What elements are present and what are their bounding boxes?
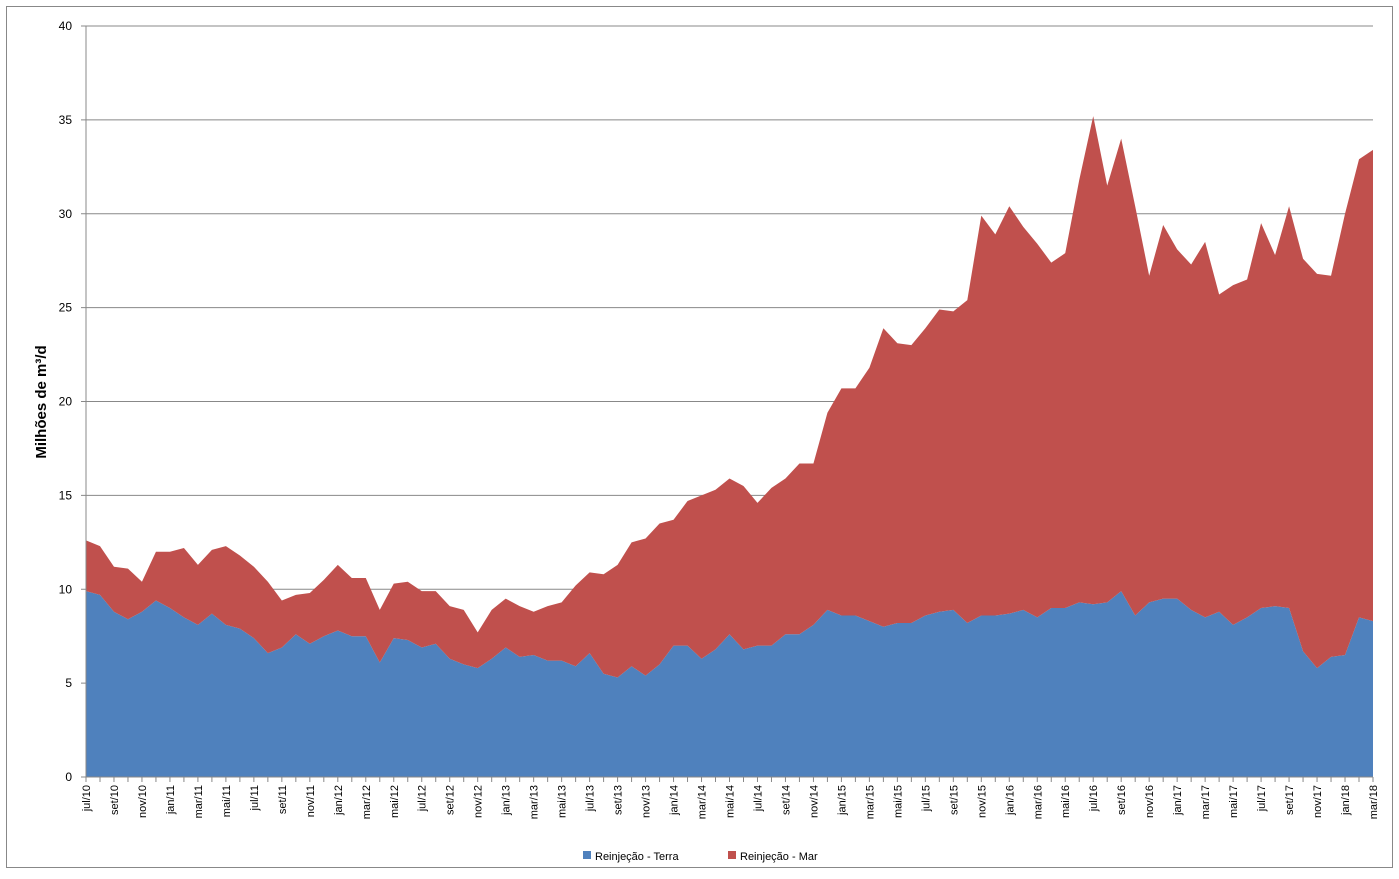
x-tick-label: set/10 <box>109 785 121 815</box>
y-tick-label: 15 <box>59 488 73 502</box>
x-tick-label: mar/15 <box>864 785 876 819</box>
x-tick-label: set/15 <box>948 785 960 815</box>
x-tick-label: jul/15 <box>920 785 932 812</box>
legend-label: Reinjeção - Terra <box>595 851 679 863</box>
x-tick-label: nov/15 <box>976 785 988 818</box>
legend-label: Reinjeção - Mar <box>740 851 818 863</box>
area <box>86 591 1373 777</box>
x-tick-label: set/13 <box>613 785 625 815</box>
x-tick-label: jul/11 <box>249 785 261 811</box>
area <box>86 116 1373 678</box>
x-tick-label: jan/13 <box>501 785 513 816</box>
x-tick-label: set/11 <box>277 785 289 814</box>
y-tick-label: 40 <box>59 19 73 33</box>
x-tick-label: jan/14 <box>669 785 681 816</box>
x-tick-label: nov/12 <box>473 785 485 818</box>
x-tick-label: set/16 <box>1116 785 1128 815</box>
y-tick-label: 30 <box>59 207 73 221</box>
legend-swatch <box>728 851 736 859</box>
x-tick-label: mai/17 <box>1228 785 1240 818</box>
x-tick-label: mar/11 <box>193 785 205 818</box>
x-tick-label: mai/12 <box>389 785 401 818</box>
x-tick-label: jan/12 <box>333 785 345 816</box>
x-tick-label: jan/18 <box>1340 785 1352 816</box>
x-tick-label: jan/15 <box>836 785 848 816</box>
x-tick-label: nov/16 <box>1144 785 1156 818</box>
x-tick-label: nov/10 <box>137 785 149 818</box>
x-tick-label: jan/17 <box>1172 785 1184 816</box>
x-tick-label: jul/17 <box>1256 785 1268 812</box>
x-tick-label: mar/16 <box>1032 785 1044 819</box>
x-tick-label: mai/16 <box>1060 785 1072 818</box>
x-tick-label: mai/14 <box>725 785 737 818</box>
x-tick-label: set/17 <box>1284 785 1296 815</box>
x-tick-label: jan/16 <box>1004 785 1016 816</box>
y-tick-label: 10 <box>59 582 73 596</box>
y-tick-label: 0 <box>65 770 72 784</box>
x-tick-label: nov/14 <box>808 785 820 818</box>
x-tick-label: mai/11 <box>221 785 233 817</box>
x-tick-label: set/12 <box>445 785 457 815</box>
x-tick-label: nov/17 <box>1312 785 1324 818</box>
x-tick-label: set/14 <box>780 785 792 815</box>
x-tick-label: nov/11 <box>305 785 317 817</box>
legend-swatch <box>583 851 591 859</box>
y-tick-label: 25 <box>59 301 73 315</box>
x-tick-label: mar/13 <box>529 785 541 819</box>
y-tick-label: 5 <box>65 676 72 690</box>
x-tick-label: jul/12 <box>417 785 429 812</box>
x-tick-label: jul/13 <box>585 785 597 812</box>
x-tick-label: jul/10 <box>81 785 93 812</box>
y-tick-label: 20 <box>59 395 73 409</box>
x-tick-label: nov/13 <box>641 785 653 818</box>
x-tick-label: mai/15 <box>892 785 904 818</box>
x-tick-label: mar/14 <box>697 785 709 819</box>
y-axis-title: Milhões de m³/d <box>33 345 50 458</box>
x-tick-label: jul/16 <box>1088 785 1100 812</box>
y-tick-label: 35 <box>59 113 73 127</box>
x-tick-label: jul/14 <box>752 785 764 812</box>
x-tick-label: mar/12 <box>361 785 373 819</box>
x-tick-label: mai/13 <box>557 785 569 818</box>
x-tick-label: jan/11 <box>165 785 177 815</box>
x-tick-label: mar/17 <box>1200 785 1212 819</box>
x-tick-label: mar/18 <box>1368 785 1380 819</box>
